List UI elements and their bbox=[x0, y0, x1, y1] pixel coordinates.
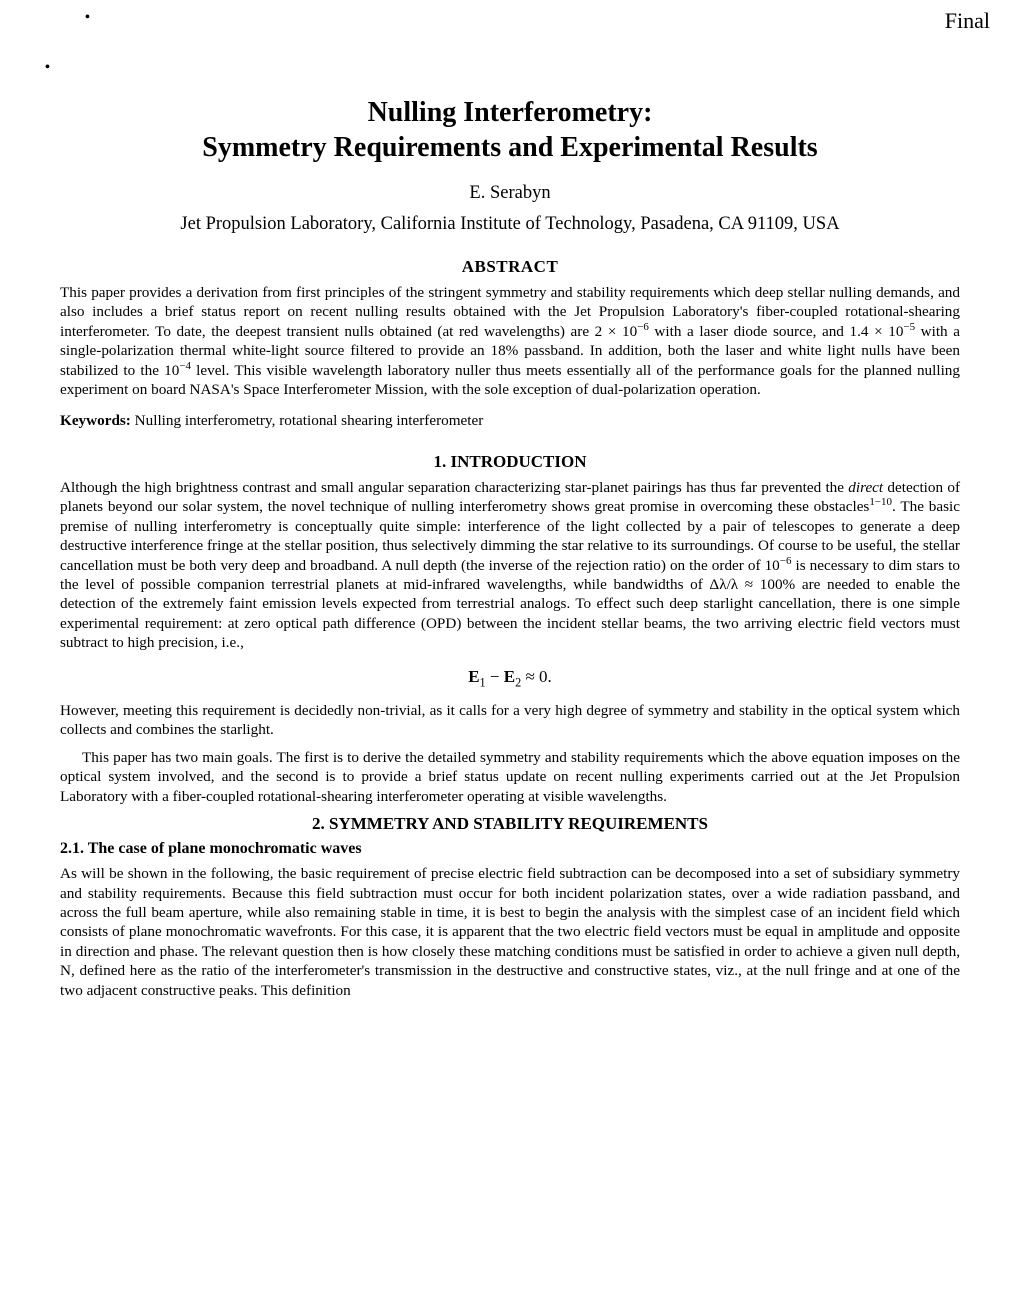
section-2-heading: 2. SYMMETRY AND STABILITY REQUIREMENTS bbox=[60, 814, 960, 834]
stray-mark-1: • bbox=[85, 10, 90, 26]
abstract-heading: ABSTRACT bbox=[60, 257, 960, 277]
handwritten-annotation: Final bbox=[945, 8, 990, 34]
page: • • Final Nulling Interferometry: Symmet… bbox=[0, 0, 1020, 1312]
intro-paragraph-3: This paper has two main goals. The first… bbox=[60, 748, 960, 806]
keywords-text: Nulling interferometry, rotational shear… bbox=[131, 412, 483, 429]
keywords: Keywords: Nulling interferometry, rotati… bbox=[60, 412, 960, 430]
affiliation: Jet Propulsion Laboratory, California In… bbox=[60, 214, 960, 235]
keywords-label: Keywords: bbox=[60, 412, 131, 429]
intro-paragraph-2: However, meeting this requirement is dec… bbox=[60, 701, 960, 740]
subsection-2-1-heading: 2.1. The case of plane monochromatic wav… bbox=[60, 840, 960, 858]
section-1-heading: 1. INTRODUCTION bbox=[60, 452, 960, 472]
stray-mark-2: • bbox=[45, 60, 50, 76]
equation-1: E1 − E2 ≈ 0. bbox=[60, 667, 960, 687]
title-line-1: Nulling Interferometry: bbox=[368, 97, 653, 128]
author: E. Serabyn bbox=[60, 183, 960, 204]
paper-title: Nulling Interferometry: Symmetry Require… bbox=[60, 95, 960, 165]
title-line-2: Symmetry Requirements and Experimental R… bbox=[202, 132, 817, 163]
abstract-body: This paper provides a derivation from fi… bbox=[60, 283, 960, 400]
intro-paragraph-1: Although the high brightness contrast an… bbox=[60, 478, 960, 653]
section-2-paragraph-1: As will be shown in the following, the b… bbox=[60, 864, 960, 1000]
